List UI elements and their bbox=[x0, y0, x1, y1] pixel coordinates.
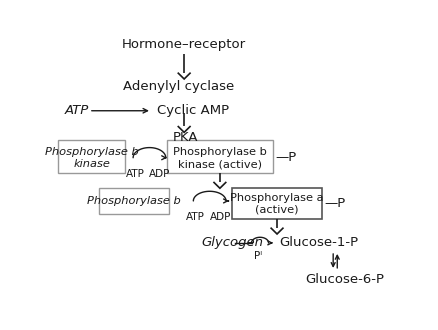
Text: PKA: PKA bbox=[172, 131, 197, 144]
Text: Glycogen: Glycogen bbox=[201, 236, 262, 249]
Text: Phosphorylase b: Phosphorylase b bbox=[45, 147, 138, 157]
Text: ATP: ATP bbox=[126, 169, 145, 179]
Text: Pᴵ: Pᴵ bbox=[253, 251, 261, 261]
Text: Cyclic AMP: Cyclic AMP bbox=[157, 104, 229, 117]
Bar bbox=[99, 188, 169, 214]
Text: Adenylyl cyclase: Adenylyl cyclase bbox=[123, 80, 233, 93]
Bar bbox=[167, 140, 272, 173]
Text: kinase: kinase bbox=[73, 159, 110, 169]
Text: ATP: ATP bbox=[185, 212, 204, 222]
Bar bbox=[231, 188, 321, 219]
Text: ATP: ATP bbox=[65, 104, 89, 117]
Text: Hormone–receptor: Hormone–receptor bbox=[122, 38, 246, 51]
Bar bbox=[58, 140, 124, 173]
Text: Glucose-1-P: Glucose-1-P bbox=[279, 236, 358, 249]
Text: Phosphorylase a: Phosphorylase a bbox=[230, 193, 323, 203]
Text: Phosphorylase b: Phosphorylase b bbox=[87, 196, 180, 206]
Text: (active): (active) bbox=[255, 205, 298, 215]
Text: ADP: ADP bbox=[149, 169, 170, 179]
Text: kinase (active): kinase (active) bbox=[177, 159, 261, 169]
Text: ADP: ADP bbox=[210, 212, 231, 222]
Text: Phosphorylase b: Phosphorylase b bbox=[173, 147, 266, 157]
Text: Glucose-6-P: Glucose-6-P bbox=[304, 273, 383, 286]
Text: —P: —P bbox=[324, 197, 345, 210]
Text: —P: —P bbox=[275, 151, 296, 164]
